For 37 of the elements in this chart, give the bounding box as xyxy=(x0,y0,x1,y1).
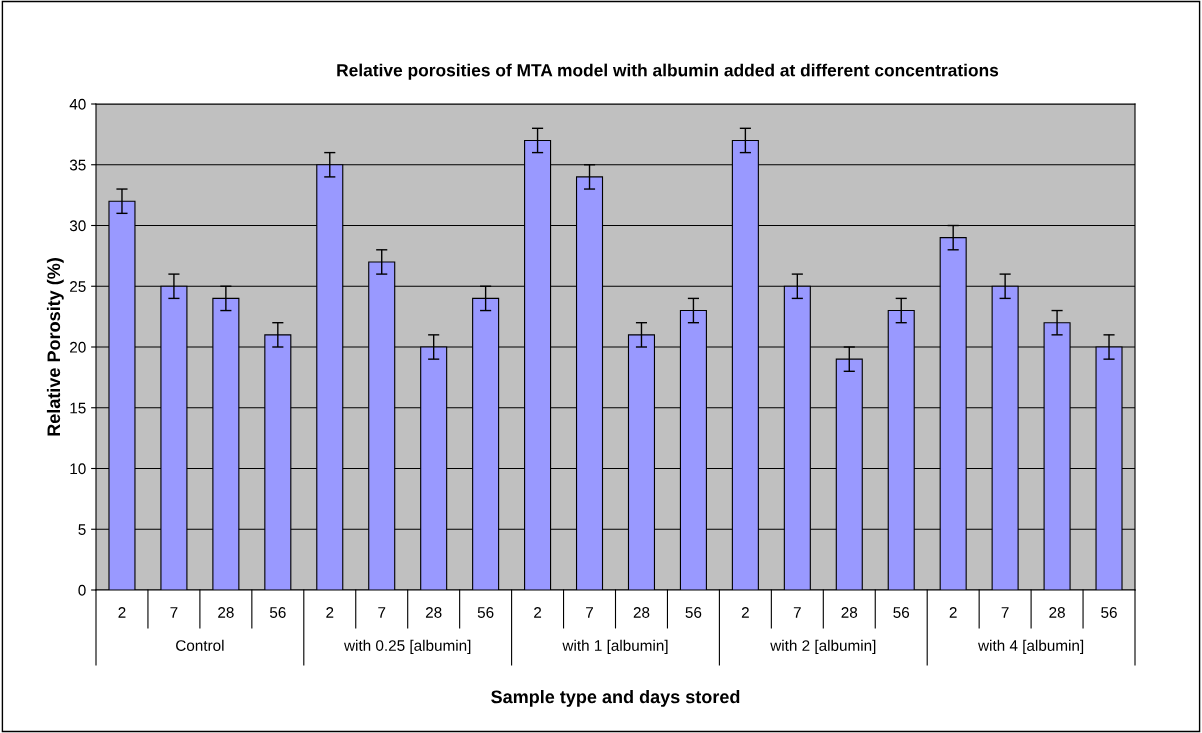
x-tick-label: 28 xyxy=(1049,607,1065,618)
text: with 1 [albumin] xyxy=(562,639,668,654)
x-tick-label: 56 xyxy=(893,607,910,618)
text: with 0.25 [albumin] xyxy=(343,639,471,654)
x-tick-label: 28 xyxy=(218,607,234,618)
x-tick-label: 56 xyxy=(685,607,702,618)
x-tick-label: 2 xyxy=(326,607,334,618)
x-tick-label: 7 xyxy=(170,607,178,618)
text: with 4 [albumin] xyxy=(978,639,1084,654)
x-tick-label: 2 xyxy=(118,607,126,618)
chart-title: Relative porosities of MTA model with albumin added at different concentrations xyxy=(337,63,999,80)
x-tick-label: 28 xyxy=(841,607,858,618)
y-tick-label: 35 xyxy=(69,159,86,171)
y-tick-label: 15 xyxy=(70,402,86,414)
x-tick-label: 2 xyxy=(741,607,749,618)
y-tick-label: 10 xyxy=(70,463,86,475)
x-tick-label: 7 xyxy=(793,607,801,618)
x-tick-label: 28 xyxy=(633,607,650,618)
y-tick-label: 0 xyxy=(78,584,86,596)
x-tick-label: 56 xyxy=(1101,607,1117,618)
y-tick-label: 5 xyxy=(78,524,86,535)
x-tick-label: 7 xyxy=(378,607,386,618)
text: Control xyxy=(176,639,224,651)
y-tick-label: 25 xyxy=(70,281,86,292)
y-tick-label: 20 xyxy=(70,341,86,353)
x-tick-label: 7 xyxy=(1001,607,1009,618)
x-axis-title: Sample type and days stored xyxy=(491,690,740,707)
x-tick-label: 28 xyxy=(425,607,442,618)
x-tick-label: 56 xyxy=(269,607,286,618)
y-tick-label: 30 xyxy=(69,220,86,232)
x-tick-label: 2 xyxy=(534,607,542,618)
y-axis-title: Relative Porosity (%) xyxy=(46,258,64,436)
x-tick-label: 56 xyxy=(477,607,494,618)
y-tick-label: 40 xyxy=(69,98,86,110)
text: with 2 [albumin] xyxy=(770,639,876,654)
x-tick-label: 7 xyxy=(586,607,594,618)
x-tick-label: 2 xyxy=(949,607,957,618)
